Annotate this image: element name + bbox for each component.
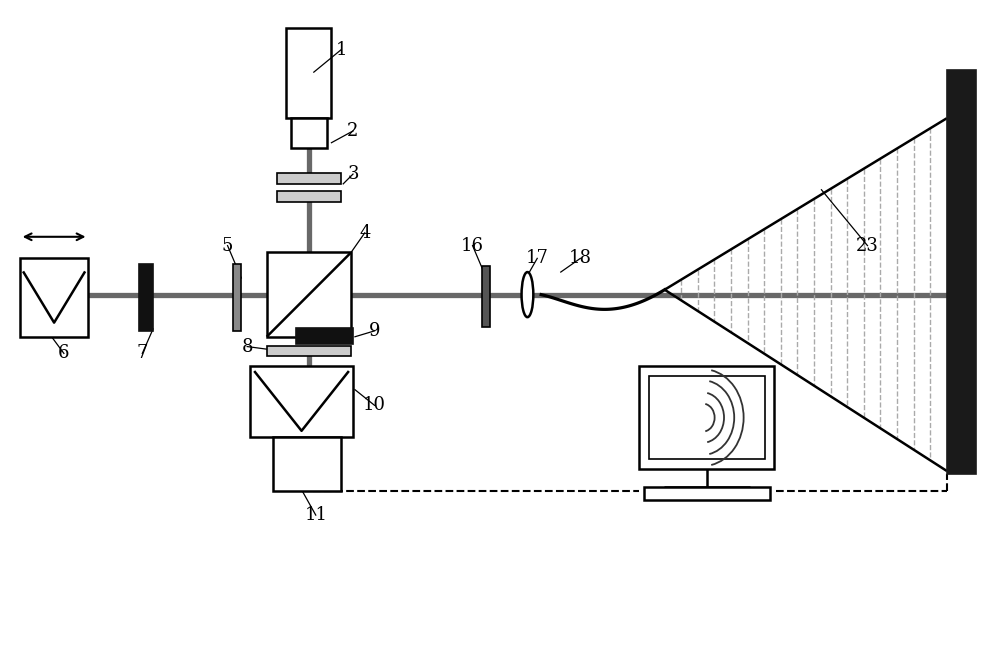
Bar xyxy=(139,264,153,331)
Bar xyxy=(947,70,976,474)
Text: 4: 4 xyxy=(359,224,370,242)
Bar xyxy=(250,366,353,437)
Bar xyxy=(296,328,353,343)
Text: 10: 10 xyxy=(363,397,386,414)
Ellipse shape xyxy=(522,272,533,317)
Bar xyxy=(482,266,490,327)
Text: 1: 1 xyxy=(335,41,347,58)
Text: 2: 2 xyxy=(347,122,359,140)
Bar xyxy=(649,376,765,459)
Text: 18: 18 xyxy=(569,249,592,267)
Text: 8: 8 xyxy=(241,337,253,356)
Text: 9: 9 xyxy=(369,322,380,340)
Bar xyxy=(267,345,351,356)
Bar xyxy=(644,487,770,500)
Text: 17: 17 xyxy=(526,249,549,267)
Bar xyxy=(273,437,341,491)
Bar xyxy=(639,366,774,469)
Text: 6: 6 xyxy=(58,345,70,362)
Bar xyxy=(233,264,241,331)
Text: 5: 5 xyxy=(222,237,233,254)
Text: 16: 16 xyxy=(461,237,484,254)
Text: 11: 11 xyxy=(304,506,327,524)
Text: 7: 7 xyxy=(137,345,148,362)
Text: 22: 22 xyxy=(690,406,712,424)
Bar xyxy=(20,258,88,337)
Bar xyxy=(277,191,341,201)
Bar xyxy=(286,28,331,118)
Text: 21: 21 xyxy=(951,237,974,254)
Bar xyxy=(277,173,341,184)
Bar xyxy=(267,252,351,337)
Text: 23: 23 xyxy=(856,237,879,254)
Text: 3: 3 xyxy=(347,165,359,183)
Bar xyxy=(291,118,327,147)
